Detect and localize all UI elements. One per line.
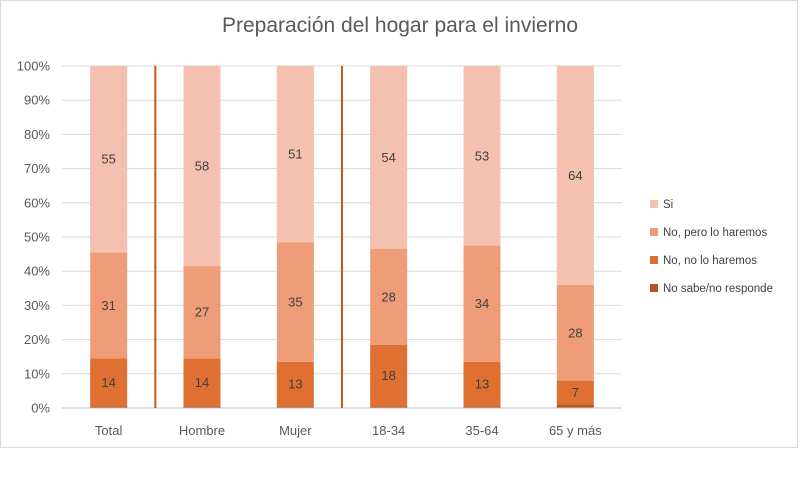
bar-segment <box>463 245 501 362</box>
legend-label: No sabe/no responde <box>663 283 773 295</box>
legend-label: No, no lo haremos <box>663 255 757 267</box>
bar-segment <box>370 406 408 408</box>
y-tick-label: 30% <box>24 298 50 313</box>
bar-segment <box>183 358 221 407</box>
data-label: 34 <box>475 296 489 311</box>
data-label: 64 <box>568 168 582 183</box>
data-label: 51 <box>288 147 302 162</box>
bar-segment <box>90 406 128 408</box>
x-tick-label: 18-34 <box>372 423 405 438</box>
bar-segment <box>183 66 221 267</box>
y-tick-label: 0% <box>31 401 50 416</box>
x-tick-label: Mujer <box>279 423 312 438</box>
chart-title: Preparación del hogar para el invierno <box>221 14 579 37</box>
y-tick-label: 80% <box>24 127 50 142</box>
x-tick-label: 35-64 <box>465 423 498 438</box>
bar-segment <box>276 406 314 408</box>
data-label: 35 <box>288 294 302 309</box>
legend-label: No, pero lo haremos <box>663 227 767 239</box>
y-tick-label: 90% <box>24 93 50 108</box>
legend-swatch <box>650 256 658 264</box>
x-tick-label: 65 y más <box>549 423 602 438</box>
data-label: 13 <box>475 377 489 392</box>
bar-segment <box>90 252 128 359</box>
legend-swatch <box>650 200 658 208</box>
bar-segment <box>556 404 594 408</box>
bar-segment <box>90 358 128 407</box>
data-label: 13 <box>288 377 302 392</box>
data-label: 53 <box>475 148 489 163</box>
y-tick-label: 60% <box>24 195 50 210</box>
y-tick-label: 20% <box>24 332 50 347</box>
y-tick-label: 100% <box>17 59 51 74</box>
bar-segment <box>556 66 594 285</box>
data-label: 14 <box>101 375 115 390</box>
bar-segment <box>463 66 501 246</box>
bar-segment <box>276 242 314 362</box>
bar-segment <box>90 66 128 253</box>
y-tick-label: 10% <box>24 366 50 381</box>
data-label: 28 <box>568 325 582 340</box>
data-label: 55 <box>101 152 115 167</box>
bar-segment <box>276 66 314 243</box>
y-tick-label: 40% <box>24 264 50 279</box>
y-tick-label: 70% <box>24 161 50 176</box>
data-label: 28 <box>381 289 395 304</box>
legend-swatch <box>650 284 658 292</box>
data-label: 27 <box>195 305 209 320</box>
bar-segment <box>183 406 221 408</box>
legend-swatch <box>650 228 658 236</box>
data-label: 14 <box>195 375 209 390</box>
bar-segment <box>370 344 408 407</box>
x-tick-label: Total <box>95 423 123 438</box>
data-label: 54 <box>381 150 395 165</box>
bar-segment <box>370 66 408 249</box>
legend-label: Si <box>663 199 673 211</box>
data-label: 31 <box>101 298 115 313</box>
bar-segment <box>556 380 594 405</box>
bar-segment <box>463 361 501 407</box>
y-tick-label: 50% <box>24 230 50 245</box>
bar-segment <box>556 284 594 381</box>
x-tick-label: Hombre <box>179 423 225 438</box>
data-label: 7 <box>572 385 579 400</box>
data-label: 58 <box>195 159 209 174</box>
bar-segment <box>183 266 221 359</box>
data-label: 18 <box>381 368 395 383</box>
bar-segment <box>276 361 314 407</box>
bar-segment <box>370 248 408 345</box>
bar-segment <box>463 406 501 408</box>
